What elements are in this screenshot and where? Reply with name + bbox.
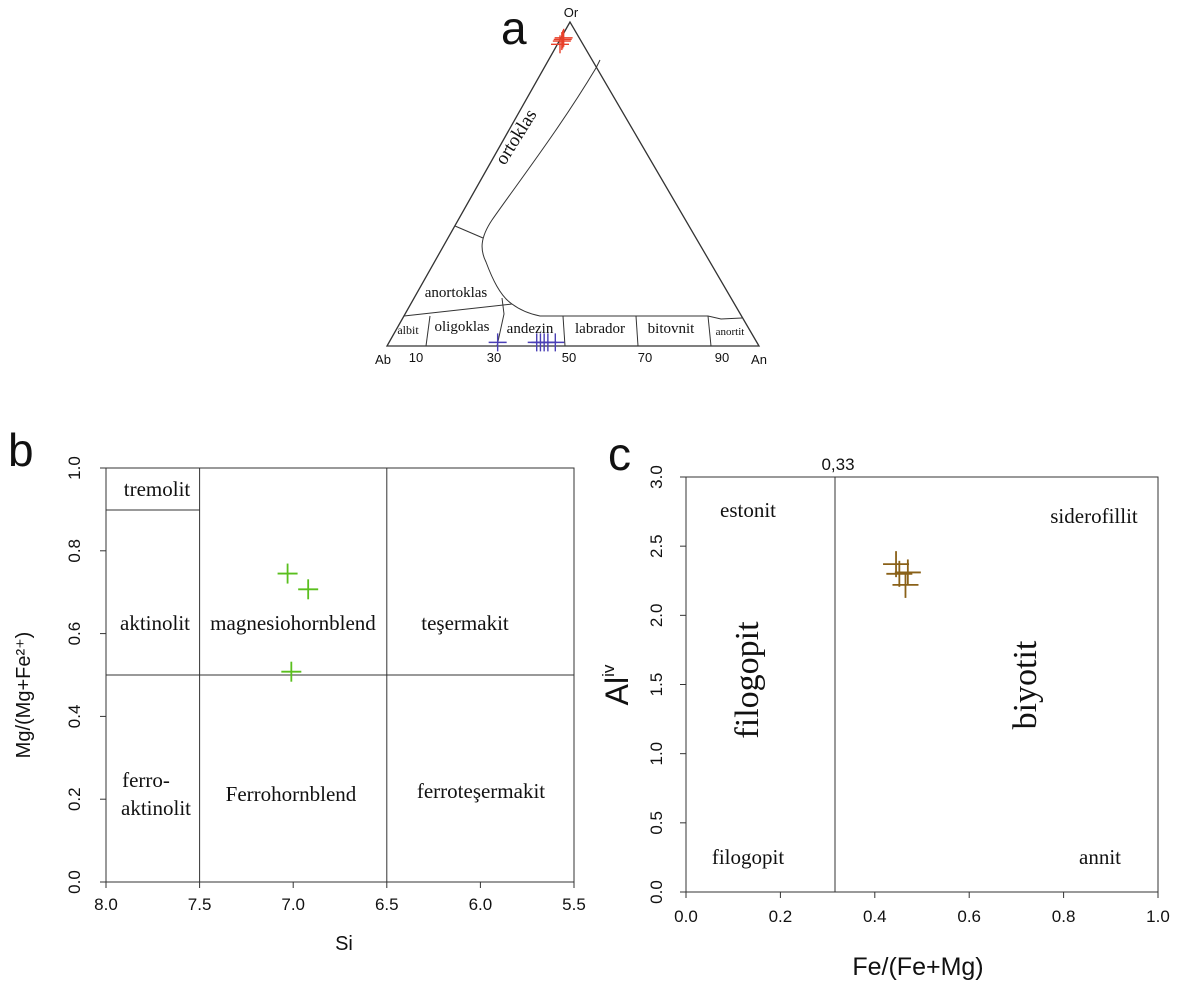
y-tick-label: 0.0 bbox=[647, 880, 666, 904]
ternary-tick-label: 90 bbox=[715, 350, 729, 365]
y-axis-label-c-main: Al bbox=[599, 677, 635, 705]
y-axis-label-b: Mg/(Mg+Fe²⁺) bbox=[13, 632, 35, 759]
ternary-point bbox=[552, 32, 571, 51]
y-tick-label: 0.5 bbox=[647, 811, 666, 835]
x-tick-label: 7.0 bbox=[281, 895, 305, 914]
panel-b: b 8.0 7.5 7.0 6.5 6.0 5.5 0.0 0.2 0.4 0.6 0.8 1.0 S… bbox=[8, 424, 586, 955]
field-label-anortit: anortit bbox=[716, 326, 745, 338]
field-label-aktinolit-lower: aktinolit bbox=[121, 796, 191, 820]
x-tick-label: 5.5 bbox=[562, 895, 586, 914]
x-tick-label: 0.0 bbox=[674, 907, 698, 926]
panel-a: a Or Ab An 10 30 50 70 90 ortoklas anort… bbox=[375, 2, 767, 367]
field-label-annit: annit bbox=[1079, 845, 1121, 869]
ternary-point bbox=[488, 333, 507, 352]
field-label-filogopit-small: filogopit bbox=[712, 845, 784, 869]
ternary-triangle bbox=[385, 20, 761, 347]
y-tick-label: 0.2 bbox=[65, 787, 84, 811]
field-label-magnesiohornblend: magnesiohornblend bbox=[210, 611, 376, 635]
svg-text:Aliv: Aliv bbox=[599, 664, 635, 705]
panel-letter-a: a bbox=[501, 2, 527, 54]
div-oligoklas-andezin bbox=[496, 297, 505, 347]
field-label-biyotit: biyotit bbox=[1007, 640, 1044, 729]
x-tick-label: 0.4 bbox=[863, 907, 887, 926]
ternary-point bbox=[550, 35, 569, 54]
field-label-ortoklas: ortoklas bbox=[491, 106, 541, 169]
panel-letter-b: b bbox=[8, 424, 34, 476]
panel-c: c 0,33 0.0 0.2 0.4 0.6 0.8 1.0 0.0 0.5 1.0 1.5 2.0… bbox=[599, 428, 1170, 981]
panel-letter-c: c bbox=[608, 428, 631, 480]
ortoklas-boundary bbox=[481, 59, 743, 320]
scatter-point bbox=[281, 661, 302, 682]
x-tick-label: 0.8 bbox=[1052, 907, 1076, 926]
ternary-tick-label: 10 bbox=[409, 350, 423, 365]
ternary-point bbox=[553, 30, 572, 49]
field-label-filogopit-large: filogopit bbox=[729, 621, 766, 739]
x-tick-label: 6.5 bbox=[375, 895, 399, 914]
div-andezin-labrador bbox=[562, 315, 566, 347]
x-tick-label: 6.0 bbox=[469, 895, 493, 914]
x-tick-label: 8.0 bbox=[94, 895, 118, 914]
x-tick-label: 0.6 bbox=[957, 907, 981, 926]
field-label-tremolit: tremolit bbox=[124, 477, 191, 501]
vertex-label-ab: Ab bbox=[375, 352, 391, 367]
vertex-label-or: Or bbox=[564, 5, 579, 20]
field-label-ferrohornblend: Ferrohornblend bbox=[226, 782, 357, 806]
scatter-point bbox=[298, 579, 319, 600]
field-label-bitovnit: bitovnit bbox=[648, 321, 696, 337]
field-label-tesermakit: teşermakit bbox=[421, 611, 509, 635]
y-tick-label: 0.4 bbox=[65, 705, 84, 729]
ternary-tick-label: 70 bbox=[638, 350, 652, 365]
axes-b: 8.0 7.5 7.0 6.5 6.0 5.5 0.0 0.2 0.4 0.6 0.8 1.0 bbox=[65, 456, 586, 914]
field-label-siderofillit: siderofillit bbox=[1050, 504, 1138, 528]
div-bitovnit-anortit bbox=[707, 315, 712, 347]
x-axis-label-b: Si bbox=[335, 933, 353, 955]
x-tick-label: 1.0 bbox=[1146, 907, 1170, 926]
divider-label: 0,33 bbox=[821, 455, 854, 474]
ternary-points bbox=[488, 28, 573, 352]
ternary-point bbox=[546, 333, 565, 352]
vertex-label-an: An bbox=[751, 352, 767, 367]
x-tick-label: 0.2 bbox=[769, 907, 793, 926]
scatter-point bbox=[277, 563, 298, 584]
y-tick-label: 3.0 bbox=[647, 465, 666, 489]
field-label-oligoklas: oligoklas bbox=[435, 319, 490, 335]
y-tick-label: 2.5 bbox=[647, 534, 666, 558]
field-label-anortoklas: anortoklas bbox=[425, 285, 488, 301]
y-tick-label: 0.0 bbox=[65, 870, 84, 894]
field-label-labrador: labrador bbox=[575, 321, 625, 337]
field-label-aktinolit: aktinolit bbox=[120, 611, 190, 635]
scatter-points-c bbox=[883, 551, 921, 598]
scatter-points-b bbox=[277, 563, 319, 682]
y-tick-label: 1.0 bbox=[65, 456, 84, 480]
field-label-andezin: andezin bbox=[507, 321, 554, 337]
scatter-point bbox=[894, 559, 921, 586]
ternary-tick-label: 50 bbox=[562, 350, 576, 365]
div-labrador-bitovnit bbox=[635, 315, 639, 347]
field-label-estonit: estonit bbox=[720, 498, 776, 522]
axes-c: 0.0 0.2 0.4 0.6 0.8 1.0 0.0 0.5 1.0 1.5 2.0 2.5 3.0 bbox=[647, 465, 1170, 926]
div-albit-oligoklas bbox=[425, 315, 431, 347]
scatter-point bbox=[892, 571, 919, 598]
y-tick-label: 0.6 bbox=[65, 622, 84, 646]
y-tick-label: 2.0 bbox=[647, 604, 666, 628]
field-label-albit: albit bbox=[397, 323, 419, 337]
y-axis-label-c-sup: iv bbox=[599, 664, 618, 677]
field-label-ferrotesermakit: ferroteşermakit bbox=[417, 779, 545, 803]
y-tick-label: 1.0 bbox=[647, 742, 666, 766]
anortoklas-boundary bbox=[454, 225, 484, 239]
x-axis-label-c: Fe/(Fe+Mg) bbox=[852, 953, 983, 981]
ternary-tick-label: 30 bbox=[487, 350, 501, 365]
y-axis-label-c: Aliv bbox=[599, 664, 635, 705]
x-tick-label: 7.5 bbox=[188, 895, 212, 914]
alkali-base-boundary bbox=[403, 303, 513, 317]
field-label-ferro: ferro- bbox=[122, 768, 170, 792]
y-tick-label: 0.8 bbox=[65, 539, 84, 563]
y-tick-label: 1.5 bbox=[647, 673, 666, 697]
